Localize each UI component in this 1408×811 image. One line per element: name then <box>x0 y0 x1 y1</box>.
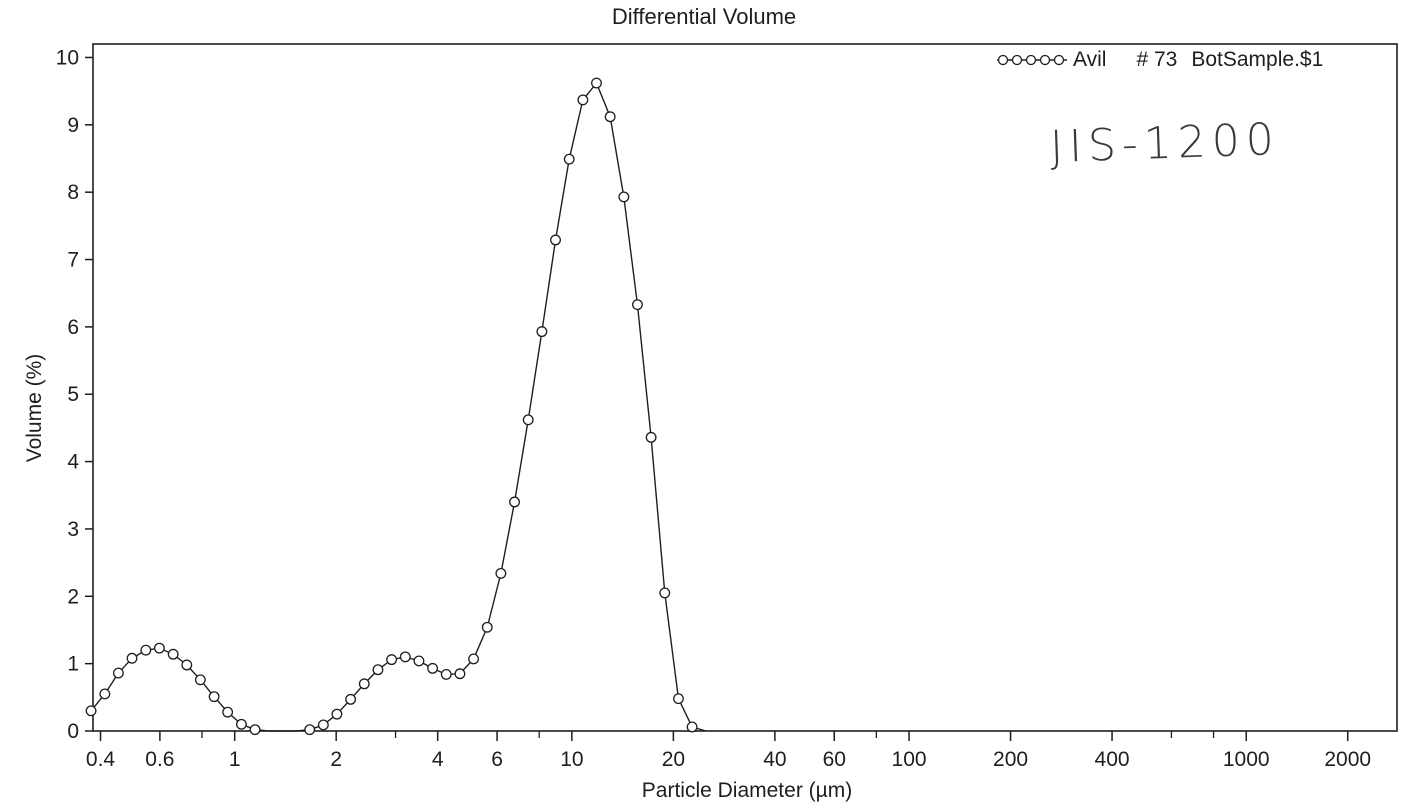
x-tick-label: 60 <box>823 748 846 771</box>
series-line <box>90 81 706 732</box>
legend-sample-name: BotSample.$1 <box>1191 48 1324 71</box>
legend-run-number: # 73 <box>1136 48 1178 71</box>
x-tick-label: 100 <box>892 748 927 771</box>
data-point <box>235 718 247 730</box>
data-point <box>577 94 589 106</box>
data-point <box>317 719 329 731</box>
data-point <box>372 664 384 676</box>
data-point <box>686 721 698 733</box>
x-tick-label: 10 <box>560 748 583 771</box>
chart-title: Differential Volume <box>611 4 797 29</box>
data-point <box>495 567 507 579</box>
y-tick-label: 4 <box>67 451 79 474</box>
data-point <box>331 708 343 720</box>
axis-ticks: 0 1 2 3 4 5 6 7 8 9 10 0.4 0.6 1 2 4 6 10 20 40 60 100 200 400 1… <box>56 46 1371 771</box>
data-point <box>481 621 493 633</box>
data-point <box>536 326 548 338</box>
handwritten-annotation: JIS-1200 <box>1049 114 1281 173</box>
data-point <box>522 414 534 426</box>
data-point <box>632 299 643 311</box>
data-point <box>208 691 220 703</box>
data-point <box>126 652 138 664</box>
x-tick-label: 4 <box>432 748 444 771</box>
x-tick-label: 1000 <box>1223 748 1270 771</box>
data-point <box>427 662 439 674</box>
x-tick-label: 400 <box>1095 748 1130 771</box>
data-point <box>386 654 398 666</box>
series-marker-layer <box>85 77 698 736</box>
data-point <box>194 674 206 686</box>
data-point <box>99 688 111 700</box>
legend-series-label: Avil <box>1073 48 1107 71</box>
x-axis-label: Particle Diameter (µm) <box>641 779 853 802</box>
data-point <box>509 496 521 508</box>
data-point <box>181 659 193 671</box>
y-tick-label: 6 <box>67 316 79 339</box>
data-point <box>112 667 124 679</box>
data-point <box>659 587 671 599</box>
legend: Avil # 73 BotSample.$1 <box>995 48 1323 72</box>
data-point <box>222 706 234 718</box>
x-tick-label: 1 <box>229 748 241 771</box>
x-tick-label: 0.4 <box>86 748 116 771</box>
y-tick-label: 8 <box>67 181 79 204</box>
y-axis-label: Volume (%) <box>23 353 46 463</box>
x-tick-label: 200 <box>993 748 1028 771</box>
data-point <box>440 668 452 680</box>
data-point <box>454 668 466 680</box>
x-tick-label: 0.6 <box>145 748 174 771</box>
data-point <box>167 648 179 660</box>
data-point <box>85 705 97 717</box>
data-point <box>468 653 480 665</box>
data-point <box>645 431 657 443</box>
x-tick-label: 6 <box>491 748 503 771</box>
data-point <box>153 642 165 654</box>
y-tick-label: 9 <box>67 114 79 137</box>
data-point <box>591 77 602 89</box>
data-point <box>304 724 316 736</box>
y-tick-label: 5 <box>67 383 79 406</box>
data-point <box>358 678 370 690</box>
data-point <box>673 693 684 705</box>
y-tick-label: 7 <box>67 249 79 272</box>
y-tick-label: 0 <box>67 720 79 743</box>
data-point <box>618 191 630 203</box>
data-point <box>399 651 411 663</box>
plot-frame <box>92 43 1398 732</box>
data-point <box>140 644 152 656</box>
x-tick-label: 2000 <box>1324 748 1371 771</box>
data-point <box>550 234 561 246</box>
data-point <box>604 111 616 123</box>
data-point <box>563 153 575 165</box>
y-tick-label: 1 <box>67 653 79 676</box>
x-tick-label: 20 <box>662 748 685 771</box>
x-tick-label: 2 <box>330 748 342 771</box>
series-line-layer <box>90 81 706 732</box>
y-tick-label: 10 <box>56 46 79 69</box>
y-tick-label: 3 <box>67 518 79 541</box>
x-tick-label: 40 <box>763 748 786 771</box>
legend-marker-icon <box>997 54 1067 66</box>
data-point <box>249 724 261 736</box>
data-point <box>345 693 357 705</box>
y-tick-label: 2 <box>67 585 79 608</box>
data-point <box>413 655 425 667</box>
